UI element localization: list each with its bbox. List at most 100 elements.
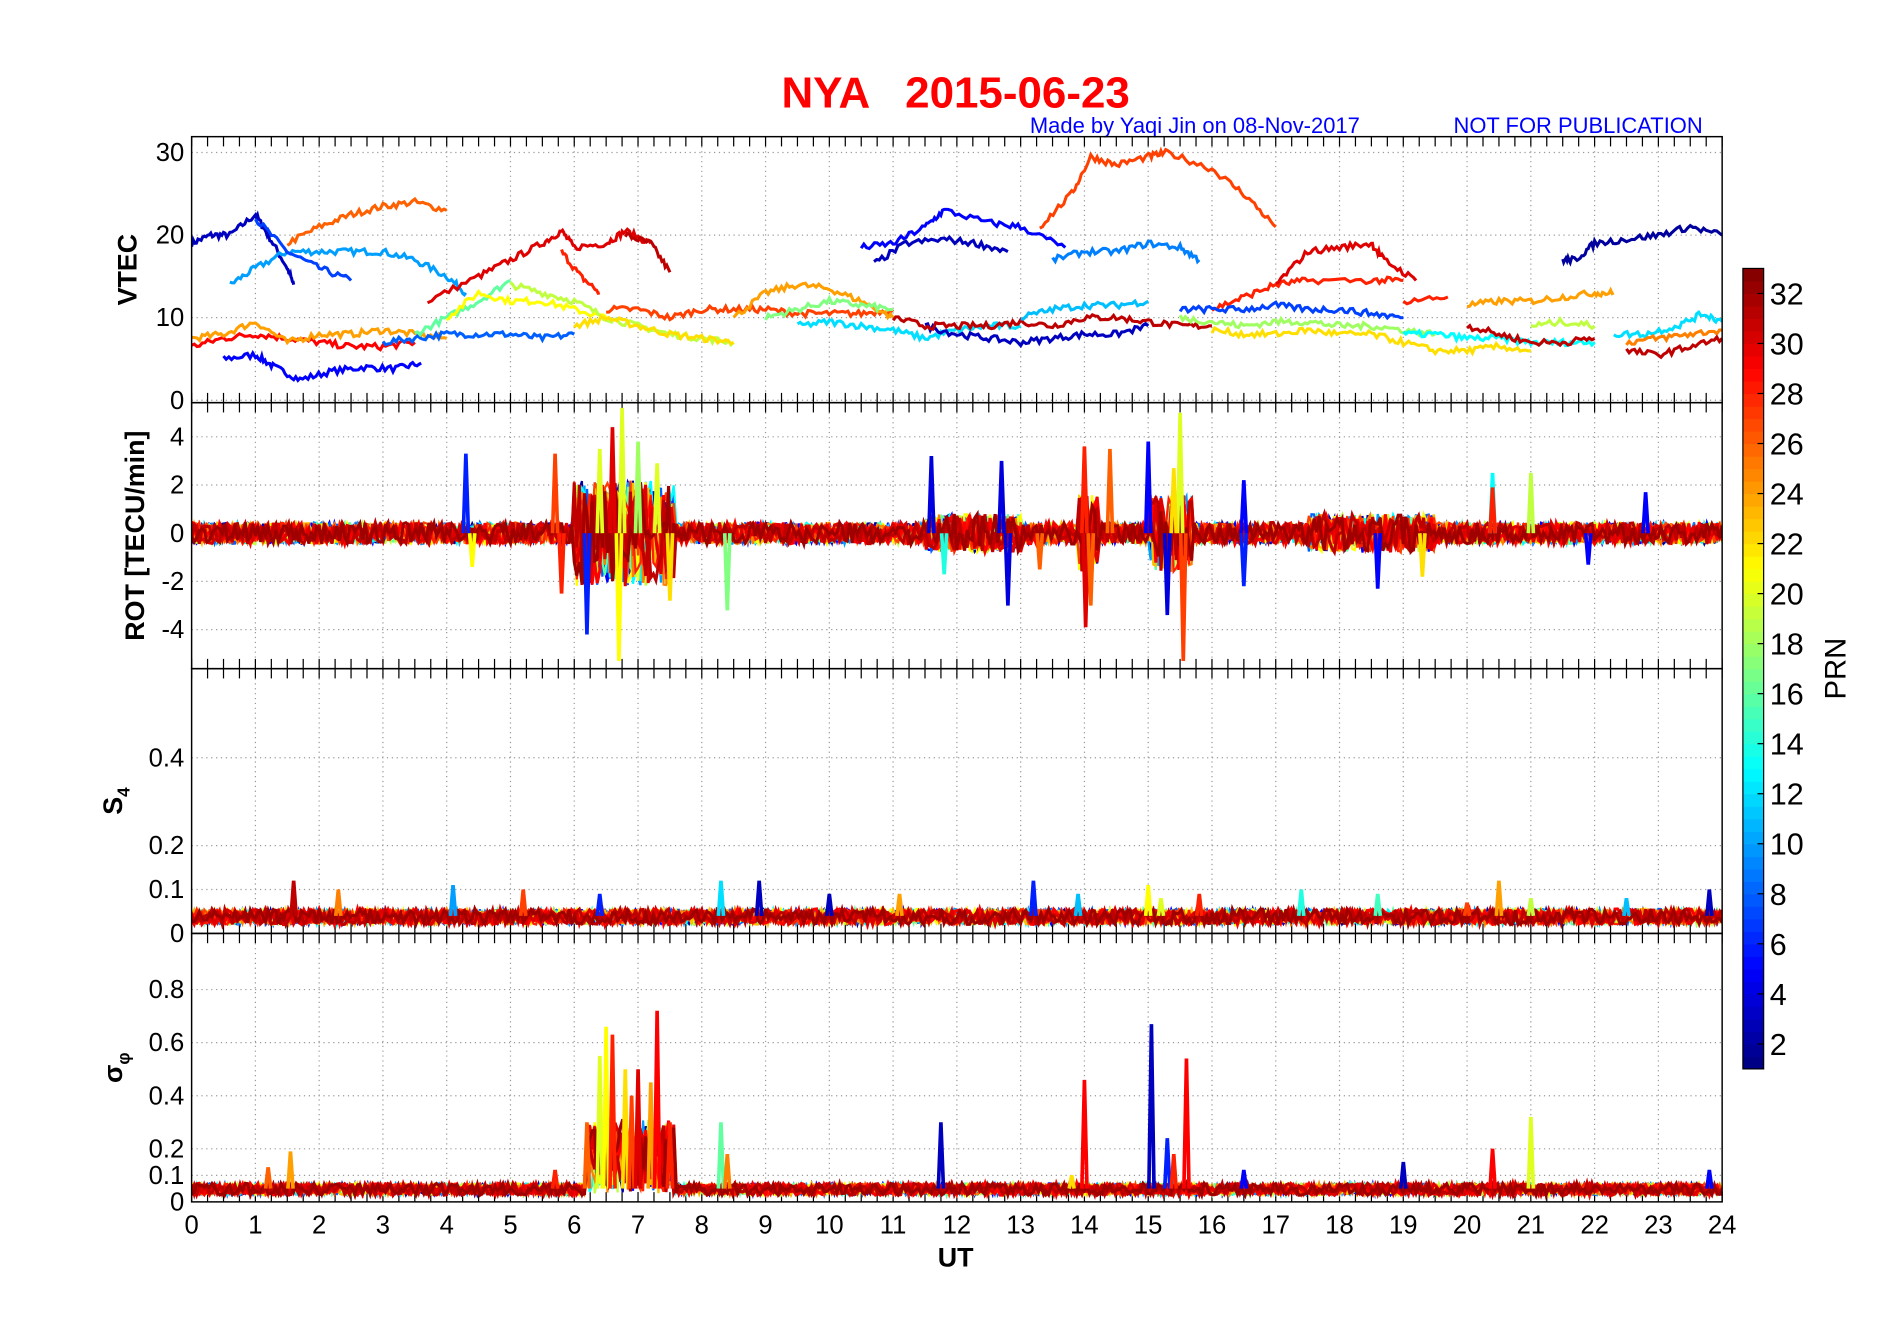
series-prn-29 [1080,1079,1089,1189]
colorbar-segment [1742,268,1764,282]
colorbar-segment [1742,968,1764,982]
colorbar-segment [1742,718,1764,732]
series-prn-22 [1417,533,1427,577]
y-axis-label-rot: ROT [TECU/min] [120,431,150,641]
series-prn-28 [608,1034,617,1189]
series-prn-26 [1086,533,1096,606]
colorbar-segment [1742,568,1764,582]
series-prn-29 [652,1010,662,1189]
series-prn-30 [633,1069,643,1189]
colorbar-segment [1742,706,1764,720]
colorbar-tick-label: 10 [1770,828,1804,862]
colorbar-tick-label: 4 [1770,978,1787,1012]
colorbar-tick-label: 18 [1770,628,1804,662]
series-prn-19 [1526,472,1536,534]
colorbar-segment [1742,418,1764,432]
colorbar-tick-label: 12 [1770,778,1804,812]
series-prn-31 [289,880,299,917]
series-prn-20 [617,407,627,534]
series-prn-10 [229,246,468,297]
series-prn-6 [595,893,605,917]
y-tick-label: 0.1 [149,1162,185,1190]
series-prn-14 [1296,889,1306,917]
series-prn-24 [191,321,448,346]
series-prn-5 [1641,492,1651,534]
series-prn-20 [652,463,662,534]
x-tick-label: 2 [312,1212,326,1240]
series-prn-27 [1178,533,1188,662]
series-prn-24 [732,281,895,321]
subscript: φ [114,1052,133,1064]
x-tick-label: 3 [376,1212,390,1240]
x-tick-label: 8 [695,1212,709,1240]
series-prn-12 [716,880,726,917]
x-tick-label: 20 [1453,1212,1482,1240]
series-prn-26 [1105,448,1115,534]
colorbar-tick-label: 20 [1770,578,1804,612]
colorbar-tick-label: 6 [1770,928,1787,962]
series-prn-4 [1003,533,1013,606]
series-prn-30 [608,427,617,534]
series-prn-28 [1211,275,1404,312]
y-tick-label: 0.4 [149,744,185,772]
x-tick-label: 4 [440,1212,454,1240]
series-prn-25 [1625,328,1723,346]
y-tick-label: 0 [170,920,184,948]
series-prn-3 [1398,1161,1408,1189]
colorbar-segment [1742,743,1764,757]
series-prn-11 [1073,893,1083,917]
series-prn-4 [926,456,936,534]
y-axis-label-vtec: VTEC [113,234,143,306]
series-prn-27 [1039,146,1277,230]
colorbar-segment [1742,956,1764,970]
series-prn-21 [614,533,624,662]
series-prn-3 [1147,1024,1156,1189]
series-group [191,407,1723,662]
colorbar-tick-label: 30 [1770,327,1804,361]
panel-frame [190,932,1723,1203]
series-prn-28 [557,533,566,594]
series-prn-6 [582,533,592,635]
series-prn-26 [582,1122,592,1189]
series-prn-3 [754,880,764,917]
x-tick-label: 11 [880,1212,907,1240]
series-prn-31 [1625,334,1723,360]
x-tick-label: 5 [503,1212,517,1240]
y-tick-label: -2 [162,568,185,596]
colorbar-segment [1742,431,1764,445]
notice-text: NOT FOR PUBLICATION [1453,113,1702,138]
colorbar-segment [1742,656,1764,670]
x-tick-label: 12 [943,1212,972,1240]
x-tick-label: 0 [184,1212,198,1240]
series-prn-27 [606,303,895,322]
series-prn-25 [333,889,343,917]
x-tick-label: 23 [1644,1212,1673,1240]
colorbar-segment [1742,1018,1764,1032]
colorbar-segment [1742,355,1764,370]
y-tick-label: 20 [156,222,185,250]
series-prn-17 [722,533,732,611]
colorbar-segment [1742,843,1764,857]
colorbar-segment [1742,818,1764,832]
x-tick-label: 24 [1708,1212,1737,1240]
x-tick-label: 1 [248,1212,262,1240]
colorbar-segment [1742,443,1764,457]
colorbar-segment [1742,481,1764,495]
series-prn-28 [560,249,601,295]
colorbar-segment [1742,343,1764,357]
series-prn-28 [1402,294,1449,306]
x-tick-label: 18 [1325,1212,1354,1240]
colorbar-segment [1742,393,1764,407]
credit-text: Made by Yaqi Jin on 08-Nov-2017 [1030,113,1360,138]
series-prn-4 [997,460,1006,534]
colorbar-segment [1742,468,1764,482]
series-prn-28 [665,1122,675,1189]
colorbar-tick-label: 14 [1770,728,1804,762]
y-tick-label: 10 [156,304,185,332]
series-prn-27 [550,453,560,534]
series-prn-24 [646,1082,656,1189]
colorbar-segment [1742,906,1764,920]
x-tick-label: 6 [567,1212,581,1240]
